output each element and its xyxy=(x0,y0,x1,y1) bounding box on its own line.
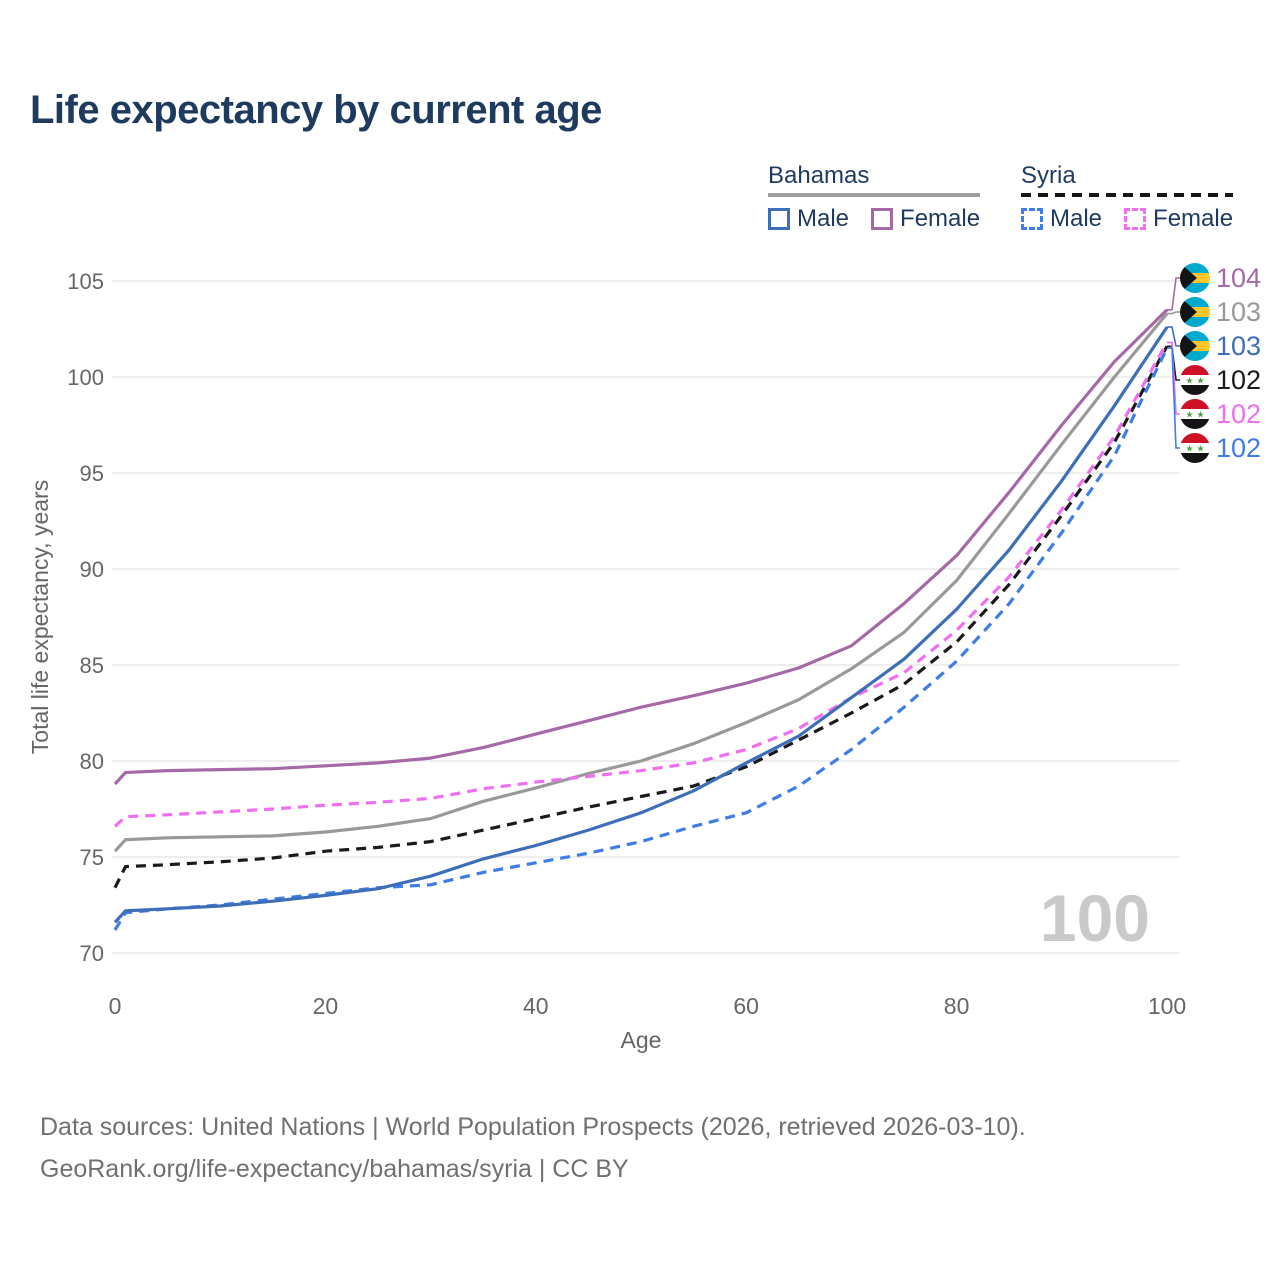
footer-sources: Data sources: United Nations | World Pop… xyxy=(40,1113,1026,1141)
legend-label-syria-female: Female xyxy=(1153,205,1234,232)
series-line-bahamas-female xyxy=(113,308,1169,786)
svg-text:★: ★ xyxy=(1185,376,1193,386)
series-line-syria-female xyxy=(113,341,1169,828)
series-end-value: 102 xyxy=(1216,399,1262,429)
legend-group-bahamas: Bahamas Male Female xyxy=(768,162,981,232)
legend-label-bahamas-male: Male xyxy=(797,205,850,232)
y-tick-label: 100 xyxy=(67,365,104,390)
svg-text:★: ★ xyxy=(1196,410,1204,420)
x-tick-label: 80 xyxy=(944,993,970,1019)
y-tick-label: 105 xyxy=(67,269,104,294)
syria-flag-icon: ★ ★ xyxy=(1180,365,1210,395)
legend-underline-bahamas xyxy=(768,193,981,197)
series-line-syria-male xyxy=(113,347,1169,931)
syria-flag-icon: ★ ★ xyxy=(1180,399,1210,429)
bahamas-flag-icon xyxy=(1180,297,1210,327)
series-line-bahamas xyxy=(113,312,1169,853)
svg-text:★: ★ xyxy=(1185,444,1193,454)
leader-line xyxy=(1167,345,1181,381)
x-tick-label: 20 xyxy=(313,993,339,1019)
legend-swatch-bahamas-female-icon xyxy=(871,208,894,230)
series-end-label-row[interactable]: 103 xyxy=(1180,297,1261,327)
legend-swatch-syria-female-icon xyxy=(1124,208,1147,230)
series-end-value: 102 xyxy=(1216,433,1262,463)
legend-country-bahamas[interactable]: Bahamas xyxy=(768,162,870,189)
y-tick-label: 70 xyxy=(80,941,104,966)
x-tick-label: 0 xyxy=(109,993,122,1019)
svg-text:★: ★ xyxy=(1196,444,1204,454)
x-axis-title: Age xyxy=(621,1027,662,1053)
footer-url: GeoRank.org/life-expectancy/bahamas/syri… xyxy=(40,1155,629,1183)
series-end-label-row[interactable]: ★ ★ 102 xyxy=(1180,365,1261,395)
series-line-syria xyxy=(113,345,1169,889)
series-end-value: 104 xyxy=(1216,263,1262,293)
legend-underline-syria xyxy=(1021,193,1234,197)
x-tick-label: 40 xyxy=(523,993,549,1019)
series-end-label-row[interactable]: 103 xyxy=(1180,331,1261,361)
legend-item-syria-male[interactable]: Male xyxy=(1021,206,1102,232)
leader-line xyxy=(1167,311,1181,315)
legend-item-syria-female[interactable]: Female xyxy=(1124,206,1233,232)
y-axis-title: Total life expectancy, years xyxy=(27,480,53,754)
age-watermark: 100 xyxy=(1040,881,1150,955)
series-line-bahamas-male xyxy=(113,326,1169,924)
y-tick-label: 80 xyxy=(80,749,104,774)
svg-text:★: ★ xyxy=(1185,410,1193,420)
y-tick-label: 95 xyxy=(80,461,104,486)
legend-group-syria: Syria Male Female xyxy=(1021,162,1234,232)
legend-country-syria[interactable]: Syria xyxy=(1021,162,1076,189)
legend-swatch-bahamas-male-icon xyxy=(768,208,790,230)
leader-line xyxy=(1167,326,1181,347)
syria-flag-icon: ★ ★ xyxy=(1180,433,1210,463)
series-end-label-row[interactable]: ★ ★ 102 xyxy=(1180,399,1261,429)
bahamas-flag-icon xyxy=(1180,331,1210,361)
legend-label-syria-male: Male xyxy=(1050,205,1103,232)
series-end-label-row[interactable]: 104 xyxy=(1180,263,1261,293)
legend-item-bahamas-female[interactable]: Female xyxy=(871,206,980,232)
series-end-label-row[interactable]: ★ ★ 102 xyxy=(1180,433,1261,463)
y-tick-label: 85 xyxy=(80,653,104,678)
series-end-value: 102 xyxy=(1216,365,1262,395)
y-tick-label: 75 xyxy=(80,845,104,870)
x-tick-label: 100 xyxy=(1148,993,1186,1019)
series-end-value: 103 xyxy=(1216,331,1262,361)
leader-line xyxy=(1167,347,1181,449)
svg-text:★: ★ xyxy=(1196,376,1204,386)
leader-line xyxy=(1167,277,1181,311)
legend-label-bahamas-female: Female xyxy=(900,205,981,232)
bahamas-flag-icon xyxy=(1180,263,1210,293)
legend-item-bahamas-male[interactable]: Male xyxy=(768,206,849,232)
legend-swatch-syria-male-icon xyxy=(1021,208,1043,230)
footer: Data sources: United Nations | World Pop… xyxy=(40,1106,1026,1190)
x-tick-label: 60 xyxy=(733,993,759,1019)
series-end-value: 103 xyxy=(1216,297,1262,327)
y-tick-label: 90 xyxy=(80,557,104,582)
page-title: Life expectancy by current age xyxy=(30,88,602,132)
